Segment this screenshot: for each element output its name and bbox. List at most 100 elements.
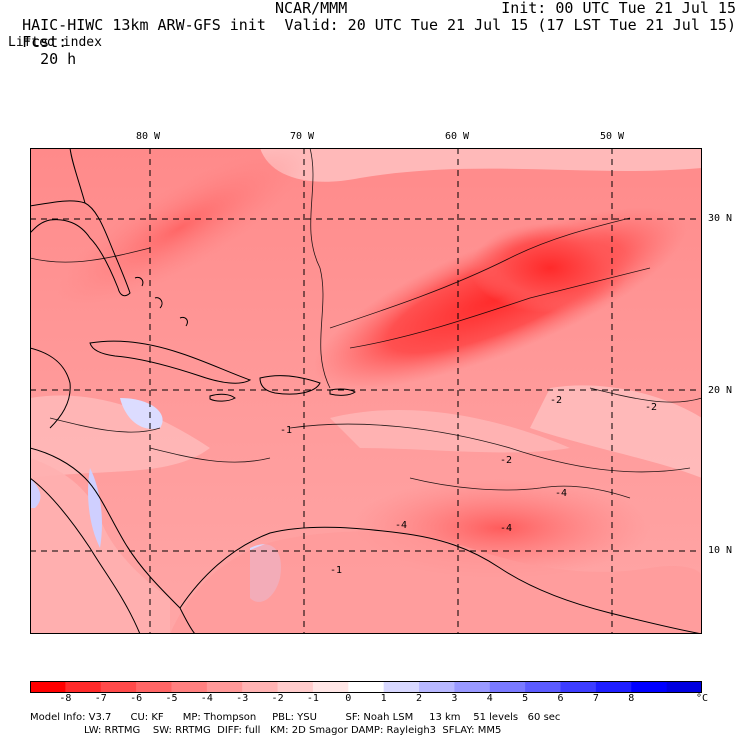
colorbar-swatch [30,681,66,693]
colorbar-swatch [136,681,172,693]
pale-band-central [330,409,570,453]
colorbar-tick-label: 5 [522,693,529,704]
field-name: Lifted index [8,35,102,50]
model-name: HAIC-HIWC 13km ARW-GFS init [22,16,266,34]
south-america-land [170,531,702,634]
valid-time: Valid: 20 UTC Tue 21 Jul 15 (17 LST Tue … [284,16,736,34]
map-frame [30,148,702,634]
colorbar-tick-label: 1 [380,693,387,704]
contour-i [589,387,702,403]
contour-g [49,417,161,433]
colorbar-tick-label: 0 [345,693,352,704]
coastlines [30,148,702,634]
contour-label: -2 [500,455,512,466]
colorbar-swatch [65,681,102,693]
lon-label-60w: 60 W [445,131,470,142]
contour-label: -1 [330,565,342,576]
colorbar-swatch [277,681,314,693]
model-info-line2: LW: RRTMG SW: RRTMG DIFF: full KM: 2D Sm… [30,725,502,736]
org-label: NCAR/MMM [275,0,348,17]
cuba-coast [89,340,252,384]
init-time: Init: 00 UTC Tue 21 Jul 15 [501,0,736,17]
graticule [30,148,702,634]
puerto-rico-coast [329,388,356,396]
northwest-band [57,149,303,307]
colorbar-swatch [454,681,491,693]
instability-core-2 [470,223,630,313]
colorbar-tick-label: 6 [557,693,564,704]
contour-e [409,477,631,499]
contour-label: -4 [395,520,407,531]
colorbar-swatch [419,681,455,693]
contour-d [289,423,691,473]
forecast-value: 20 h [40,50,77,68]
contours [30,148,702,499]
contour-label: -2 [645,402,657,413]
colorbar-swatch [312,681,349,693]
contour-c [349,267,651,349]
contour-b [329,217,631,329]
colorbar-swatch [171,681,208,693]
lifted-index-map: -1 -2 -2 -2 -4 -4 -4 -1 [30,148,702,634]
contour-h [30,247,151,263]
colorbar-tick-label: -5 [165,693,178,704]
hispaniola-coast [259,375,321,395]
bahamas [134,277,188,327]
colorbar-swatch [595,681,632,693]
colorbar-tick-label: -2 [271,693,284,704]
colorbar-tick-label: -6 [130,693,143,704]
colorbar-swatch [666,681,702,693]
contour-label: -1 [280,425,292,436]
pale-band-east [530,385,702,478]
colorbar-swatch [348,681,385,693]
colorbar-tick-label: 4 [486,693,493,704]
yucatan-coast [30,347,71,429]
lat-label-30n: 30 N [708,213,733,224]
contour-a [309,148,331,389]
central-america-pacific [30,477,141,634]
contour-label: -4 [555,488,567,499]
colorbar-swatch [206,681,243,693]
south-america-coast [179,526,702,634]
positive-li-patch-2 [30,478,41,508]
forecast-label: Fcst: [22,33,68,51]
forecast-hour: Fcst: 20 h [4,17,76,68]
colorbar-swatch [525,681,562,693]
colorbar-swatch [560,681,597,693]
colorbar-swatch [631,681,668,693]
colorbar-tick-label: -3 [236,693,249,704]
model-info-line1: Model Info: V3.7 CU: KF MP: Thompson PBL… [30,712,561,723]
lon-label-50w: 50 W [600,131,625,142]
central-america-coast [30,447,196,634]
colorbar-tick-label: 3 [451,693,458,704]
colorbar-swatch [489,681,526,693]
colorbar-tick-label: 2 [416,693,423,704]
contour-label: -2 [550,395,562,406]
colorbar-tick-label: -7 [94,693,107,704]
colorbar-swatch [242,681,279,693]
colorbar-tick-label: -4 [200,693,213,704]
us-east-coast [69,148,86,204]
lat-label-10n: 10 N [708,545,733,556]
contour-f [149,447,271,463]
pale-area-west [30,395,210,478]
colorbar-unit: °C [696,693,709,704]
colorbar-tick-label: 7 [592,693,599,704]
colorbar-frame [30,681,702,693]
pale-band-north [260,148,702,182]
jamaica-coast [209,393,236,402]
positive-li-patch-1 [88,468,102,548]
colorbar-tick-label: -8 [59,693,72,704]
positive-li-patch-4 [120,398,163,429]
colorbar-tick-label: -1 [306,693,319,704]
lon-label-80w: 80 W [136,131,161,142]
colorbar-tick-label: 8 [628,693,635,704]
colorbar-swatch [100,681,137,693]
lat-label-20n: 20 N [708,385,733,396]
contour-label: -4 [500,523,512,534]
colorbar [30,681,702,693]
model-title: HAIC-HIWC 13km ARW-GFS init [4,0,266,34]
colorbar-swatch [383,681,420,693]
lon-label-70w: 70 W [290,131,315,142]
florida-coast [30,200,131,297]
